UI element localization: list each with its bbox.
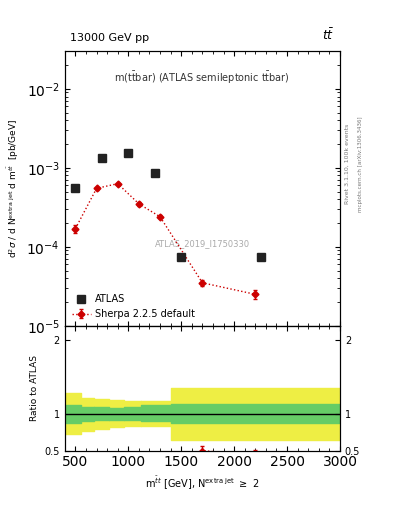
ATLAS bbox=[73, 185, 78, 191]
Y-axis label: Ratio to ATLAS: Ratio to ATLAS bbox=[30, 355, 39, 421]
Text: Rivet 3.1.10, 100k events: Rivet 3.1.10, 100k events bbox=[345, 124, 350, 204]
X-axis label: m$^{\bar{t}t}$ [GeV], N$^{\rm extra\ jet}$ $\geq$ 2: m$^{\bar{t}t}$ [GeV], N$^{\rm extra\ jet… bbox=[145, 475, 259, 492]
Text: $t\bar{t}$: $t\bar{t}$ bbox=[322, 28, 334, 43]
ATLAS bbox=[179, 253, 184, 260]
Line: ATLAS: ATLAS bbox=[71, 148, 265, 261]
ATLAS bbox=[126, 150, 131, 156]
ATLAS bbox=[152, 170, 157, 177]
Text: 13000 GeV pp: 13000 GeV pp bbox=[70, 33, 149, 43]
Text: mcplots.cern.ch [arXiv:1306.3436]: mcplots.cern.ch [arXiv:1306.3436] bbox=[358, 116, 363, 211]
Legend: ATLAS, Sherpa 2.2.5 default: ATLAS, Sherpa 2.2.5 default bbox=[70, 292, 197, 321]
ATLAS bbox=[99, 155, 104, 161]
Y-axis label: d$^2\sigma$ / d N$^{\rm extra\ jet}$ d m$^{t\bar{t}}$  [pb/GeV]: d$^2\sigma$ / d N$^{\rm extra\ jet}$ d m… bbox=[5, 119, 21, 258]
Text: m(t$\bar{\rm t}$bar) (ATLAS semileptonic t$\bar{\rm t}$bar): m(t$\bar{\rm t}$bar) (ATLAS semileptonic… bbox=[114, 71, 290, 87]
ATLAS bbox=[258, 253, 263, 260]
Text: ATLAS_2019_I1750330: ATLAS_2019_I1750330 bbox=[155, 239, 250, 248]
